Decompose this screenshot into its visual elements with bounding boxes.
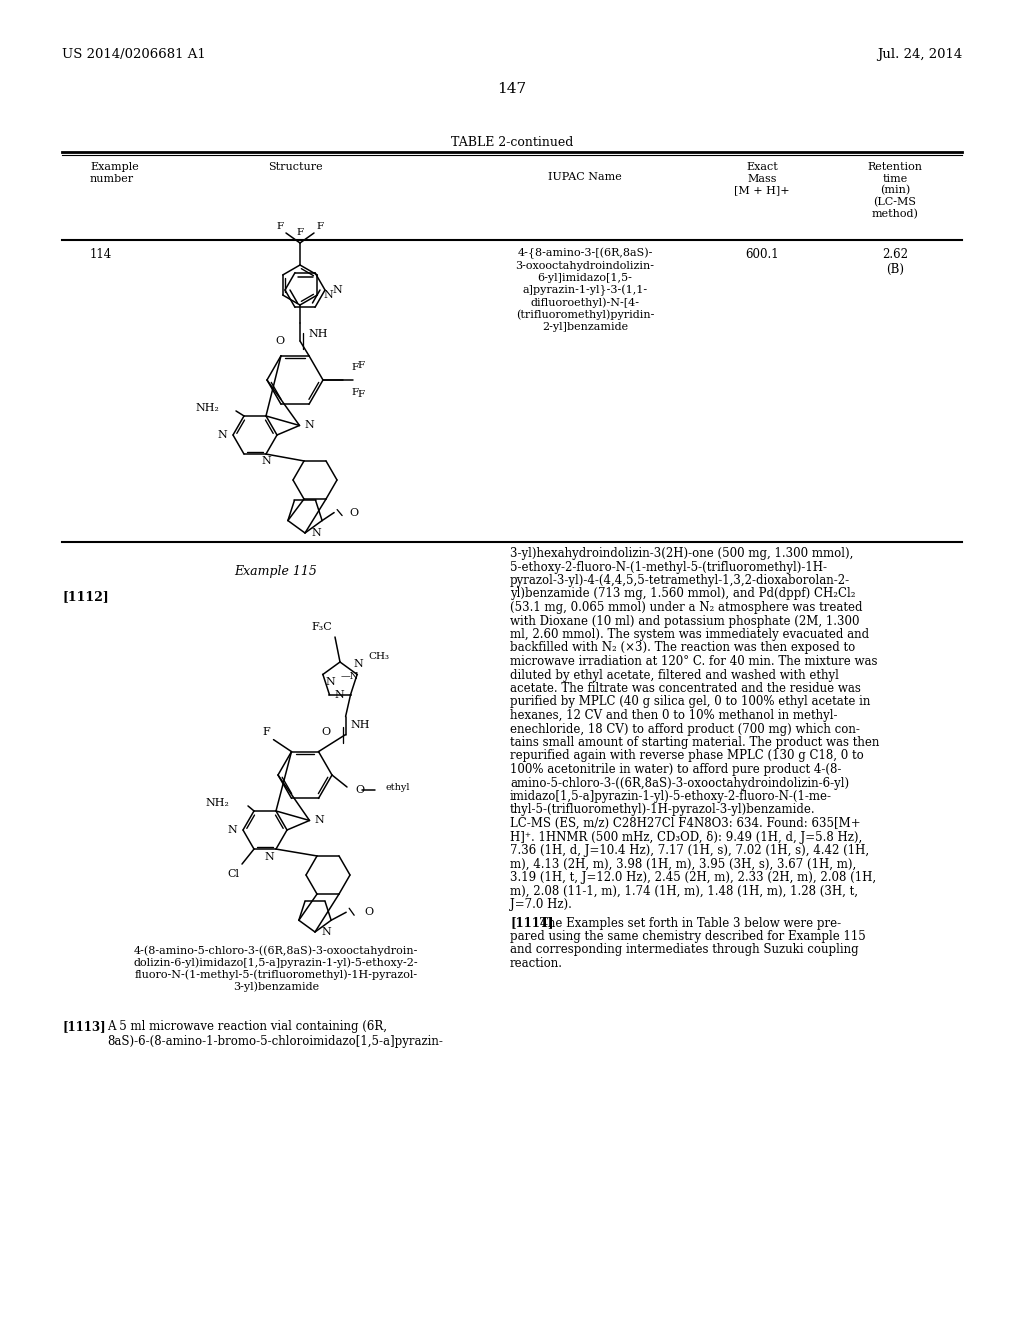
Text: 5-ethoxy-2-fluoro-N-(1-methyl-5-(trifluoromethyl)-1H-: 5-ethoxy-2-fluoro-N-(1-methyl-5-(trifluo… bbox=[510, 561, 827, 573]
Text: F: F bbox=[296, 228, 303, 238]
Text: ethyl: ethyl bbox=[385, 783, 410, 792]
Text: TABLE 2-continued: TABLE 2-continued bbox=[451, 136, 573, 149]
Text: 4-(8-amino-5-chloro-3-((6R,8aS)-3-oxooctahydroin-
dolizin-6-yl)imidazo[1,5-a]pyr: 4-(8-amino-5-chloro-3-((6R,8aS)-3-oxooct… bbox=[134, 945, 419, 993]
Text: imidazo[1,5-a]pyrazin-1-yl)-5-ethoxy-2-fluoro-N-(1-me-: imidazo[1,5-a]pyrazin-1-yl)-5-ethoxy-2-f… bbox=[510, 789, 831, 803]
Text: [1113]: [1113] bbox=[62, 1020, 105, 1034]
Text: acetate. The filtrate was concentrated and the residue was: acetate. The filtrate was concentrated a… bbox=[510, 682, 861, 696]
Text: backfilled with N₂ (×3). The reaction was then exposed to: backfilled with N₂ (×3). The reaction wa… bbox=[510, 642, 855, 655]
Text: F: F bbox=[357, 360, 365, 370]
Text: Jul. 24, 2014: Jul. 24, 2014 bbox=[877, 48, 962, 61]
Text: thyl-5-(trifluoromethyl)-1H-pyrazol-3-yl)benzamide.: thyl-5-(trifluoromethyl)-1H-pyrazol-3-yl… bbox=[510, 804, 816, 817]
Text: purified by MPLC (40 g silica gel, 0 to 100% ethyl acetate in: purified by MPLC (40 g silica gel, 0 to … bbox=[510, 696, 870, 709]
Text: N: N bbox=[217, 430, 227, 440]
Text: 7.36 (1H, d, J=10.4 Hz), 7.17 (1H, s), 7.02 (1H, s), 4.42 (1H,: 7.36 (1H, d, J=10.4 Hz), 7.17 (1H, s), 7… bbox=[510, 843, 869, 857]
Text: NH: NH bbox=[308, 329, 328, 339]
Text: 2.62
(B): 2.62 (B) bbox=[882, 248, 908, 276]
Text: J=7.0 Hz).: J=7.0 Hz). bbox=[510, 898, 571, 911]
Text: N: N bbox=[227, 825, 237, 836]
Text: 100% acetonitrile in water) to afford pure product 4-(8-: 100% acetonitrile in water) to afford pu… bbox=[510, 763, 842, 776]
Text: pyrazol-3-yl)-4-(4,4,5,5-tetramethyl-1,3,2-dioxaborolan-2-: pyrazol-3-yl)-4-(4,4,5,5-tetramethyl-1,3… bbox=[510, 574, 850, 587]
Text: tains small amount of starting material. The product was then: tains small amount of starting material.… bbox=[510, 737, 880, 748]
Text: microwave irradiation at 120° C. for 40 min. The mixture was: microwave irradiation at 120° C. for 40 … bbox=[510, 655, 878, 668]
Text: reaction.: reaction. bbox=[510, 957, 563, 970]
Text: diluted by ethyl acetate, filtered and washed with ethyl: diluted by ethyl acetate, filtered and w… bbox=[510, 668, 839, 681]
Text: ml, 2.60 mmol). The system was immediately evacuated and: ml, 2.60 mmol). The system was immediate… bbox=[510, 628, 869, 642]
Text: O: O bbox=[322, 726, 331, 737]
Text: H]⁺. 1HNMR (500 mHz, CD₃OD, δ): 9.49 (1H, d, J=5.8 Hz),: H]⁺. 1HNMR (500 mHz, CD₃OD, δ): 9.49 (1H… bbox=[510, 830, 862, 843]
Text: 3-yl)hexahydroindolizin-3(2H)-one (500 mg, 1.300 mmol),: 3-yl)hexahydroindolizin-3(2H)-one (500 m… bbox=[510, 546, 853, 560]
Text: enechloride, 18 CV) to afford product (700 mg) which con-: enechloride, 18 CV) to afford product (7… bbox=[510, 722, 860, 735]
Text: F₃C: F₃C bbox=[311, 622, 332, 632]
Text: N: N bbox=[314, 816, 325, 825]
Text: 114: 114 bbox=[90, 248, 113, 261]
Text: NH: NH bbox=[350, 719, 370, 730]
Text: [1114]: [1114] bbox=[510, 916, 554, 929]
Text: The Examples set forth in Table 3 below were pre-: The Examples set forth in Table 3 below … bbox=[510, 916, 841, 929]
Text: CH₃: CH₃ bbox=[368, 652, 389, 661]
Text: NH₂: NH₂ bbox=[205, 799, 229, 808]
Text: repurified again with reverse phase MPLC (130 g C18, 0 to: repurified again with reverse phase MPLC… bbox=[510, 750, 864, 763]
Text: yl)benzamide (713 mg, 1.560 mmol), and Pd(dppf) CH₂Cl₂: yl)benzamide (713 mg, 1.560 mmol), and P… bbox=[510, 587, 855, 601]
Text: O: O bbox=[365, 907, 374, 917]
Text: Cl: Cl bbox=[227, 869, 239, 879]
Text: F: F bbox=[351, 388, 358, 397]
Text: Retention
time
(min)
(LC-MS
method): Retention time (min) (LC-MS method) bbox=[867, 162, 923, 219]
Text: N: N bbox=[332, 285, 342, 294]
Text: 147: 147 bbox=[498, 82, 526, 96]
Text: 600.1: 600.1 bbox=[745, 248, 779, 261]
Text: —N: —N bbox=[341, 672, 359, 681]
Text: US 2014/0206681 A1: US 2014/0206681 A1 bbox=[62, 48, 206, 61]
Text: O: O bbox=[275, 337, 285, 346]
Text: N: N bbox=[304, 421, 314, 430]
Text: 4-{8-amino-3-[(6R,8aS)-
3-oxooctahydroindolizin-
6-yl]imidazo[1,5-
a]pyrazin-1-y: 4-{8-amino-3-[(6R,8aS)- 3-oxooctahydroin… bbox=[515, 248, 654, 331]
Text: m), 2.08 (11-1, m), 1.74 (1H, m), 1.48 (1H, m), 1.28 (3H, t,: m), 2.08 (11-1, m), 1.74 (1H, m), 1.48 (… bbox=[510, 884, 858, 898]
Text: (53.1 mg, 0.065 mmol) under a N₂ atmosphere was treated: (53.1 mg, 0.065 mmol) under a N₂ atmosph… bbox=[510, 601, 862, 614]
Text: F: F bbox=[351, 363, 358, 372]
Text: with Dioxane (10 ml) and potassium phosphate (2M, 1.300: with Dioxane (10 ml) and potassium phosp… bbox=[510, 615, 859, 627]
Text: N: N bbox=[326, 677, 336, 688]
Text: NH₂: NH₂ bbox=[196, 403, 219, 413]
Text: and corresponding intermediates through Suzuki coupling: and corresponding intermediates through … bbox=[510, 944, 859, 957]
Text: N: N bbox=[311, 528, 321, 539]
Text: O: O bbox=[355, 785, 365, 795]
Text: F: F bbox=[263, 726, 270, 737]
Text: amino-5-chloro-3-((6R,8aS)-3-oxooctahydroindolizin-6-yl): amino-5-chloro-3-((6R,8aS)-3-oxooctahydr… bbox=[510, 776, 849, 789]
Text: N: N bbox=[264, 851, 274, 862]
Text: Example 115: Example 115 bbox=[234, 565, 317, 578]
Text: N: N bbox=[335, 689, 344, 700]
Text: m), 4.13 (2H, m), 3.98 (1H, m), 3.95 (3H, s), 3.67 (1H, m),: m), 4.13 (2H, m), 3.98 (1H, m), 3.95 (3H… bbox=[510, 858, 856, 870]
Text: F: F bbox=[357, 389, 365, 399]
Text: Example
number: Example number bbox=[90, 162, 138, 183]
Text: O: O bbox=[349, 508, 358, 517]
Text: 3.19 (1H, t, J=12.0 Hz), 2.45 (2H, m), 2.33 (2H, m), 2.08 (1H,: 3.19 (1H, t, J=12.0 Hz), 2.45 (2H, m), 2… bbox=[510, 871, 877, 884]
Text: N: N bbox=[321, 927, 331, 937]
Text: [1112]: [1112] bbox=[62, 590, 109, 603]
Text: hexanes, 12 CV and then 0 to 10% methanol in methyl-: hexanes, 12 CV and then 0 to 10% methano… bbox=[510, 709, 838, 722]
Text: Exact
Mass
[M + H]+: Exact Mass [M + H]+ bbox=[734, 162, 790, 195]
Text: A 5 ml microwave reaction vial containing (6R,
8aS)-6-(8-amino-1-bromo-5-chloroi: A 5 ml microwave reaction vial containin… bbox=[106, 1020, 442, 1048]
Text: Structure: Structure bbox=[267, 162, 323, 172]
Text: F: F bbox=[276, 222, 284, 231]
Text: IUPAC Name: IUPAC Name bbox=[548, 172, 622, 182]
Text: LC-MS (ES, m/z) C28H27Cl F4N8O3: 634. Found: 635[M+: LC-MS (ES, m/z) C28H27Cl F4N8O3: 634. Fo… bbox=[510, 817, 860, 830]
Text: N: N bbox=[261, 455, 271, 466]
Text: N: N bbox=[324, 290, 333, 300]
Text: pared using the same chemistry described for Example 115: pared using the same chemistry described… bbox=[510, 931, 865, 942]
Text: N: N bbox=[353, 660, 362, 669]
Text: F: F bbox=[316, 222, 324, 231]
